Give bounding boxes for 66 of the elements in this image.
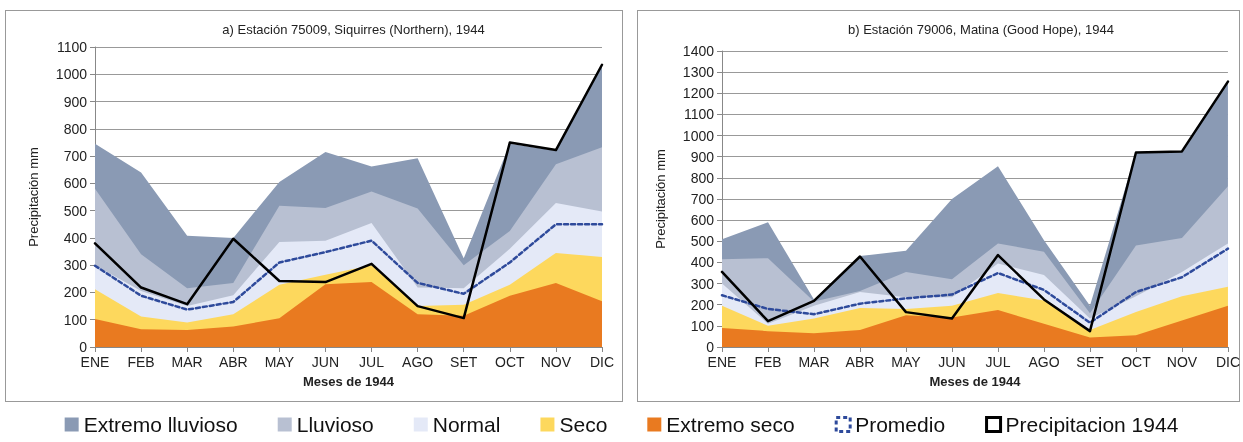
x-tick-label: FEB <box>754 354 782 370</box>
line-series <box>93 223 604 311</box>
chart-title: b) Estación 79006, Matina (Good Hope), 1944 <box>848 22 1114 37</box>
y-tick-label: 200 <box>690 296 715 313</box>
y-tick-label: 0 <box>79 339 88 355</box>
y-tick-label: 1200 <box>682 85 715 102</box>
y-tick-label: 1300 <box>682 64 715 81</box>
y-tick-label: 600 <box>63 175 88 192</box>
y-tick-label: 100 <box>690 317 715 334</box>
y-tick-label: 1000 <box>682 127 715 144</box>
y-axis-title: Precipitación mm <box>26 147 41 247</box>
x-tick-label: NOV <box>1166 354 1198 370</box>
x-tick-label: ABR <box>218 354 248 370</box>
x-tick-label: ABR <box>845 354 875 370</box>
y-tick-label: 300 <box>690 275 715 292</box>
y-tick-label: 200 <box>63 284 88 301</box>
y-tick-label: 1400 <box>682 43 715 59</box>
y-tick-label: 800 <box>63 120 88 137</box>
x-tick-label: JUL <box>359 354 385 370</box>
y-tick-label: 500 <box>63 202 88 219</box>
legend-label: Normal <box>432 413 501 436</box>
x-tick-label: OCT <box>495 354 526 370</box>
x-tick-label: ENE <box>80 354 110 370</box>
x-tick-label: MAY <box>264 354 295 370</box>
y-tick-label: 1100 <box>56 39 88 55</box>
x-tick-label: MAR <box>798 354 830 370</box>
y-tick-label: 1000 <box>55 66 88 83</box>
x-tick-label: DIC <box>1215 354 1241 370</box>
x-tick-label: FEB <box>127 354 155 370</box>
y-tick-label: 400 <box>63 229 88 246</box>
y-tick-label: 700 <box>63 148 88 165</box>
legend-label: Extremo seco <box>666 413 795 436</box>
y-tick-label: 300 <box>63 257 88 274</box>
y-tick-label: 400 <box>690 254 715 271</box>
x-tick-label: JUN <box>938 354 966 370</box>
y-tick-label: 500 <box>690 233 715 250</box>
x-axis-title: Meses de 1944 <box>929 374 1022 389</box>
legend-label: Precipitacion 1944 <box>1005 413 1179 436</box>
chart-title: a) Estación 75009, Siquirres (Northern), 1944 <box>222 22 485 37</box>
y-tick-label: 700 <box>690 191 715 207</box>
x-tick-label: DIC <box>589 354 615 370</box>
line-series <box>720 247 1230 324</box>
x-tick-label: ENE <box>707 354 737 370</box>
legend-label: Promedio <box>855 413 946 436</box>
y-tick-label: 900 <box>63 93 88 110</box>
legend-label: Lluvioso <box>296 413 374 436</box>
x-tick-label: MAR <box>171 354 203 370</box>
x-tick-label: JUN <box>311 354 340 370</box>
x-tick-label: OCT <box>1121 354 1152 370</box>
x-tick-label: NOV <box>540 354 572 370</box>
y-tick-label: 600 <box>690 212 715 229</box>
y-axis-title: Precipitación mm <box>653 149 668 249</box>
legend-label: Seco <box>559 413 608 436</box>
x-tick-label: AGO <box>402 354 434 370</box>
x-axis-title: Meses de 1944 <box>302 374 395 389</box>
x-tick-label: AGO <box>1028 354 1060 370</box>
y-tick-label: 800 <box>690 169 715 186</box>
y-tick-label: 0 <box>706 339 715 355</box>
x-tick-label: SET <box>450 354 478 370</box>
x-tick-label: MAY <box>891 354 922 370</box>
x-tick-label: JUL <box>985 354 1011 370</box>
y-tick-label: 900 <box>690 148 715 165</box>
x-tick-label: SET <box>1076 354 1105 370</box>
legend-label: Extremo lluvioso <box>83 413 238 436</box>
y-tick-label: 100 <box>63 311 88 328</box>
y-tick-label: 1100 <box>683 106 715 123</box>
